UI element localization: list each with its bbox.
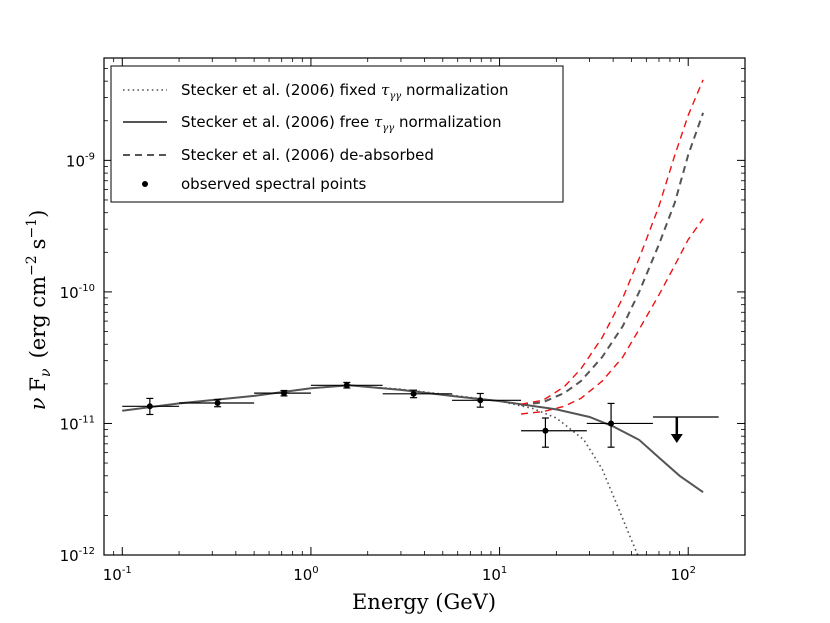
y-title-exp2: −1 — [24, 218, 40, 239]
observed-point — [542, 427, 549, 434]
legend-box — [110, 65, 564, 203]
legend-label-fixed: Stecker et al. (2006) fixed τγγ normaliz… — [181, 81, 509, 102]
series-line-stecker-et-al-2006-de-absorbed — [520, 112, 705, 407]
upper-limit-arrow-head — [670, 434, 683, 444]
legend-label-deabsorbed: Stecker et al. (2006) de-absorbed — [181, 146, 434, 164]
y-title-exp1: −2 — [24, 255, 40, 276]
x-tick-label: 100 — [293, 565, 318, 584]
y-title-s: s — [26, 239, 50, 250]
y-title-sub: ν — [38, 368, 54, 377]
x-tick-exponent: -1 — [122, 565, 132, 576]
legend-label-free: Stecker et al. (2006) free τγγ normaliza… — [181, 113, 502, 134]
series-line-de-absorbed-lower-bound — [521, 218, 704, 415]
y-tick-exponent: -10 — [79, 283, 95, 294]
y-tick-exponent: -11 — [79, 414, 95, 425]
observed-point — [608, 420, 615, 427]
y-title-f: F — [26, 377, 50, 392]
y-title-units: (erg cm — [26, 276, 50, 359]
observed-point — [410, 390, 417, 397]
y-title-nu: ν — [26, 397, 50, 410]
x-tick-exponent: 0 — [312, 565, 318, 576]
y-tick-label: 10-11 — [60, 414, 95, 433]
x-tick-label: 101 — [482, 565, 507, 584]
x-tick-label: 10-1 — [103, 565, 132, 584]
observed-point — [146, 403, 153, 410]
observed-point — [477, 397, 484, 404]
y-axis-title: νFν (erg cm−2 s−1) — [24, 210, 54, 411]
series-line-de-absorbed-upper-bound — [520, 79, 704, 405]
x-tick-label: 102 — [670, 565, 695, 584]
y-tick-label: 10-9 — [66, 151, 95, 170]
observed-points-layer — [122, 381, 719, 448]
y-tick-label: 10-10 — [60, 283, 95, 302]
x-tick-exponent: 2 — [690, 565, 696, 576]
observed-point — [343, 382, 350, 389]
legend-label-points: observed spectral points — [181, 175, 367, 193]
axis-ticks — [104, 58, 745, 556]
legend-swatch-points — [142, 181, 148, 187]
x-axis-title: Energy (GeV) — [352, 590, 496, 614]
x-tick-exponent: 1 — [501, 565, 507, 576]
series-line-stecker-et-al-2006-free-normalization — [122, 384, 704, 494]
observed-point — [214, 400, 221, 407]
y-title-close: ) — [26, 210, 50, 218]
y-tick-exponent: -12 — [79, 546, 95, 557]
y-tick-exponent: -9 — [85, 151, 95, 162]
y-tick-label: 10-12 — [60, 546, 95, 565]
legend: Stecker et al. (2006) fixed τγγ normaliz… — [110, 65, 564, 203]
observed-point — [281, 390, 288, 397]
